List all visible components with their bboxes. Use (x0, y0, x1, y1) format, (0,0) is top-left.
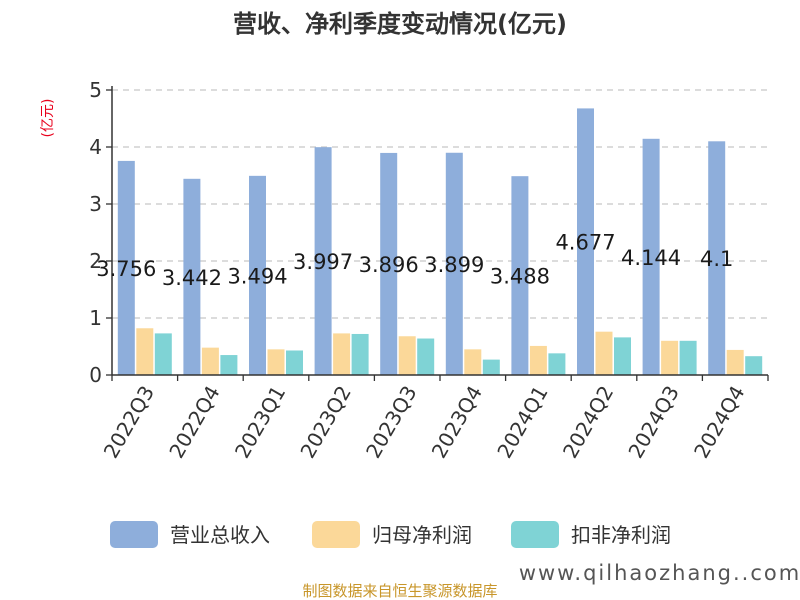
bar-0-2023Q4 (445, 152, 463, 375)
bar-2-2023Q2 (351, 333, 369, 375)
bar-0-2023Q2 (314, 147, 332, 375)
data-label-2024Q4: 4.1 (700, 247, 733, 271)
y-tick-label-5: 5 (89, 78, 102, 102)
bar-0-2022Q3 (117, 160, 135, 375)
bar-2-2024Q1 (548, 353, 566, 375)
bar-2-2022Q4 (220, 355, 238, 375)
bar-0-2024Q4 (708, 141, 726, 375)
source-note: 制图数据来自恒生聚源数据库 (302, 582, 497, 600)
x-tick-label-8: 2024Q3 (623, 382, 683, 463)
x-tick-label-6: 2024Q1 (492, 382, 552, 463)
x-tick-label-4: 2023Q3 (361, 382, 421, 463)
y-tick-label-0: 0 (89, 363, 102, 387)
bar-1-2023Q4 (464, 349, 482, 375)
bar-0-2023Q1 (249, 175, 266, 375)
legend-label-0: 营业总收入 (170, 523, 270, 547)
y-tick-label-4: 4 (89, 135, 102, 159)
bar-2-2023Q4 (482, 359, 500, 375)
bar-2-2024Q4 (745, 356, 763, 375)
data-label-2022Q3: 3.756 (96, 257, 156, 281)
x-tick-label-1: 2022Q4 (164, 382, 224, 463)
x-tick-label-0: 2022Q3 (99, 382, 159, 463)
data-label-2024Q2: 4.677 (555, 231, 615, 255)
data-label-2024Q3: 4.144 (621, 246, 681, 270)
legend-label-1: 归母净利润 (372, 523, 472, 547)
bar-2-2024Q2 (614, 337, 631, 375)
bar-1-2022Q4 (201, 347, 219, 375)
x-tick-label-5: 2023Q4 (427, 382, 487, 463)
bar-1-2024Q2 (595, 331, 613, 375)
bar-0-2024Q3 (642, 138, 660, 375)
watermark: www.qilhaozhang..com (519, 561, 800, 585)
y-tick-label-1: 1 (89, 306, 102, 330)
bar-1-2024Q4 (726, 349, 744, 375)
x-tick-label-2: 2023Q1 (230, 382, 290, 463)
y-tick-label-2: 2 (89, 249, 102, 273)
legend-swatch-1 (312, 521, 360, 548)
bar-1-2024Q3 (661, 340, 679, 375)
bar-0-2022Q4 (183, 178, 201, 375)
chart-title: 营收、净利季度变动情况(亿元) (233, 10, 567, 38)
data-label-2023Q4: 3.899 (424, 253, 484, 277)
data-label-2022Q4: 3.442 (162, 266, 222, 290)
data-label-2024Q1: 3.488 (490, 265, 550, 289)
bar-2-2023Q3 (417, 338, 435, 375)
y-axis-unit: (亿元) (40, 99, 56, 138)
bar-2-2023Q1 (286, 350, 303, 375)
legend-swatch-0 (110, 521, 158, 548)
data-label-2023Q2: 3.997 (293, 250, 353, 274)
data-label-2023Q1: 3.494 (227, 264, 287, 288)
data-label-2023Q3: 3.896 (359, 253, 419, 277)
bar-2-2022Q3 (154, 333, 172, 375)
bar-0-2024Q1 (511, 176, 529, 375)
x-tick-label-7: 2024Q2 (558, 382, 618, 463)
bar-1-2024Q1 (529, 345, 547, 375)
bar-0-2024Q2 (577, 108, 594, 375)
legend-label-2: 扣非净利润 (571, 523, 671, 547)
bar-1-2022Q3 (136, 328, 154, 375)
x-tick-label-3: 2023Q2 (295, 382, 355, 463)
bar-2-2024Q3 (679, 340, 697, 375)
bar-0-2023Q3 (380, 152, 398, 375)
legend-swatch-2 (511, 521, 559, 548)
legend: 营业总收入 归母净利润 扣非净利润 (110, 521, 671, 548)
x-tick-label-9: 2024Q4 (689, 382, 749, 463)
bar-1-2023Q3 (398, 336, 416, 375)
y-tick-label-3: 3 (89, 192, 102, 216)
axes (106, 86, 769, 381)
bar-1-2023Q1 (267, 349, 285, 375)
bars (117, 108, 763, 375)
bar-1-2023Q2 (333, 333, 351, 375)
